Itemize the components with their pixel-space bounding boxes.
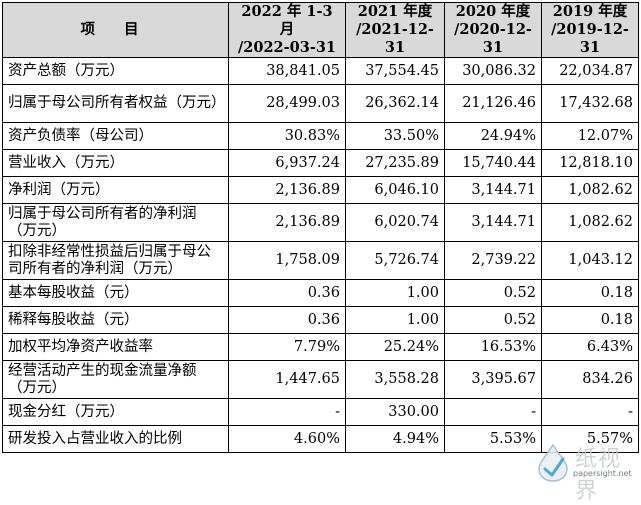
cell-value: 25.24% [345, 333, 445, 361]
cell-value: 33.50% [345, 122, 445, 150]
cell-value: 6,046.10 [345, 176, 445, 204]
cell-value: 7.79% [228, 333, 346, 361]
cell-value: 0.52 [444, 279, 542, 307]
cell-value: 3,144.71 [444, 203, 542, 242]
row-label: 营业收入（万元） [2, 149, 229, 177]
table-row: 基本每股收益（元） 0.36 1.00 0.52 0.18 [2, 279, 639, 307]
cell-value: 26,362.14 [345, 84, 445, 123]
cell-value: 2,136.89 [228, 176, 346, 204]
cell-value: - [541, 398, 639, 426]
cell-value: 0.18 [541, 306, 639, 334]
header-2021: 2021 年度 /2021-12-31 [345, 2, 445, 58]
cell-value: 0.52 [444, 306, 542, 334]
table-row: 净利润（万元） 2,136.89 6,046.10 3,144.71 1,082… [2, 176, 639, 204]
cell-value: 12.07% [541, 122, 639, 150]
row-label: 归属于母公司所有者的净利润（万元） [2, 203, 229, 242]
cell-value: 1,447.65 [228, 360, 346, 399]
watermark-site: papersight.net [573, 469, 632, 478]
header-item: 项 目 [2, 2, 229, 58]
cell-value: 1,043.12 [541, 241, 639, 280]
row-label: 研发投入占营业收入的比例 [2, 425, 229, 453]
cell-value: 17,432.68 [541, 84, 639, 123]
row-label: 经营活动产生的现金流量净额（万元） [2, 360, 229, 399]
cell-value: 30,086.32 [444, 57, 542, 85]
cell-value: 6.43% [541, 333, 639, 361]
cell-value: 15,740.44 [444, 149, 542, 177]
cell-value: 0.36 [228, 306, 346, 334]
table-row: 归属于母公司所有者权益（万元） 28,499.03 26,362.14 21,1… [2, 84, 639, 123]
cell-value: 1,758.09 [228, 241, 346, 280]
table-row: 研发投入占营业收入的比例 4.60% 4.94% 5.53% 5.57% [2, 425, 639, 453]
header-2022q1: 2022 年 1-3 月 /2022-03-31 [228, 2, 346, 58]
header-2019-line1: 2019 年度 [552, 3, 628, 21]
table-row: 归属于母公司所有者的净利润（万元） 2,136.89 6,020.74 3,14… [2, 203, 639, 242]
header-2019: 2019 年度 /2019-12-31 [541, 2, 639, 58]
cell-value: 22,034.87 [541, 57, 639, 85]
cell-value: 6,020.74 [345, 203, 445, 242]
cell-value: 3,558.28 [345, 360, 445, 399]
cell-value: 2,136.89 [228, 203, 346, 242]
cell-value: - [444, 398, 542, 426]
header-2019-line2: /2019-12-31 [551, 21, 629, 56]
cell-value: 16.53% [444, 333, 542, 361]
header-2020-line1: 2020 年度 [455, 3, 531, 21]
cell-value: 30.83% [228, 122, 346, 150]
cell-value: 24.94% [444, 122, 542, 150]
row-label: 归属于母公司所有者权益（万元） [2, 84, 229, 123]
cell-value: 3,144.71 [444, 176, 542, 204]
table-row: 现金分红（万元） - 330.00 - - [2, 398, 639, 426]
cell-value: 3,395.67 [444, 360, 542, 399]
row-label: 扣除非经常性损益后归属于母公司所有者的净利润（万元） [2, 241, 229, 280]
cell-value: 2,739.22 [444, 241, 542, 280]
cell-value: 6,937.24 [228, 149, 346, 177]
row-label: 资产总额（万元） [2, 57, 229, 85]
cell-value: 5,726.74 [345, 241, 445, 280]
table-header-row: 项 目 2022 年 1-3 月 /2022-03-31 2021 年度 /20… [2, 2, 639, 58]
table-row: 经营活动产生的现金流量净额（万元） 1,447.65 3,558.28 3,39… [2, 360, 639, 399]
cell-value: 1,082.62 [541, 176, 639, 204]
cell-value: 28,499.03 [228, 84, 346, 123]
row-label: 资产负债率（母公司） [2, 122, 229, 150]
cell-value: 37,554.45 [345, 57, 445, 85]
drop-logo-icon [538, 443, 568, 482]
cell-value: 330.00 [345, 398, 445, 426]
header-2021-line2: /2021-12-31 [356, 21, 434, 56]
cell-value: 5.53% [444, 425, 542, 453]
financial-summary-table: 项 目 2022 年 1-3 月 /2022-03-31 2021 年度 /20… [2, 2, 639, 453]
table-row: 扣除非经常性损益后归属于母公司所有者的净利润（万元） 1,758.09 5,72… [2, 241, 639, 280]
row-label: 现金分红（万元） [2, 398, 229, 426]
header-2021-line1: 2021 年度 [357, 3, 433, 21]
table-row: 稀释每股收益（元） 0.36 1.00 0.52 0.18 [2, 306, 639, 334]
cell-value: 1.00 [345, 279, 445, 307]
table-row: 加权平均净资产收益率 7.79% 25.24% 16.53% 6.43% [2, 333, 639, 361]
cell-value: 4.60% [228, 425, 346, 453]
cell-value: 38,841.05 [228, 57, 346, 85]
cell-value: 0.18 [541, 279, 639, 307]
cell-value: 0.36 [228, 279, 346, 307]
cell-value: 1.00 [345, 306, 445, 334]
header-2022q1-line1: 2022 年 1-3 月 [241, 3, 333, 39]
cell-value: 4.94% [345, 425, 445, 453]
row-label: 稀释每股收益（元） [2, 306, 229, 334]
table-row: 资产负债率（母公司） 30.83% 33.50% 24.94% 12.07% [2, 122, 639, 150]
watermark: 纸视界 papersight.net [533, 441, 637, 504]
cell-value: 21,126.46 [444, 84, 542, 123]
table-row: 营业收入（万元） 6,937.24 27,235.89 15,740.44 12… [2, 149, 639, 177]
cell-value: 834.26 [541, 360, 639, 399]
cell-value: - [228, 398, 346, 426]
header-2022q1-line2: /2022-03-31 [237, 39, 337, 56]
row-label: 加权平均净资产收益率 [2, 333, 229, 361]
cell-value: 12,818.10 [541, 149, 639, 177]
cell-value: 5.57% [541, 425, 639, 453]
row-label: 基本每股收益（元） [2, 279, 229, 307]
row-label: 净利润（万元） [2, 176, 229, 204]
header-2020-line2: /2020-12-31 [454, 21, 532, 56]
cell-value: 27,235.89 [345, 149, 445, 177]
table-row: 资产总额（万元） 38,841.05 37,554.45 30,086.32 2… [2, 57, 639, 85]
header-2020: 2020 年度 /2020-12-31 [444, 2, 542, 58]
cell-value: 1,082.62 [541, 203, 639, 242]
